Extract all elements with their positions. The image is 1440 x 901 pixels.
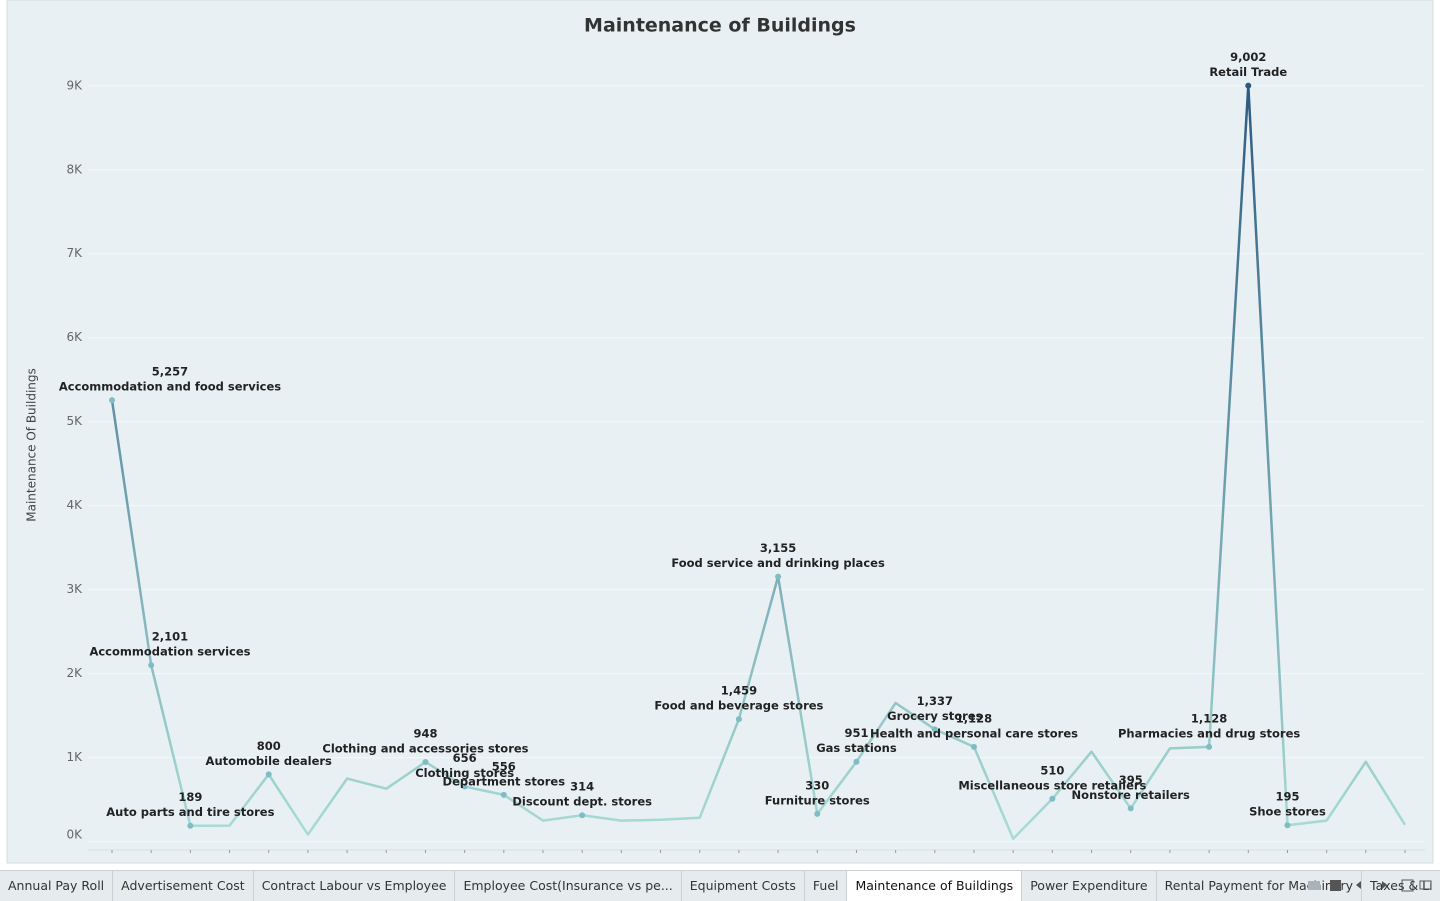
data-point [1245, 82, 1252, 89]
data-point [500, 791, 507, 798]
chart-pane [6, 0, 1434, 864]
category-label: Retail Trade [1209, 65, 1287, 79]
sheet-tab[interactable]: Contract Labour vs Employee [254, 871, 456, 901]
data-point [775, 573, 782, 580]
y-tick-label: 4K [66, 498, 83, 512]
category-label: Pharmacies and drug stores [1118, 726, 1300, 740]
category-label: Accommodation and food services [59, 380, 281, 394]
data-point [1206, 743, 1213, 750]
data-label: 556 [492, 759, 516, 773]
category-label: Clothing stores [415, 766, 514, 780]
tool-icon[interactable] [1419, 880, 1432, 890]
y-axis-title: Maintenance Of Buildings [25, 368, 39, 522]
data-label: 656 [453, 751, 477, 765]
data-label: 2,101 [152, 630, 188, 644]
y-tick-label: 7K [66, 246, 83, 260]
category-label: Grocery stores [887, 709, 983, 723]
data-point [853, 758, 860, 765]
category-label: Nonstore retailers [1072, 788, 1191, 802]
category-label: Food and beverage stores [654, 699, 823, 713]
category-label: Furniture stores [765, 793, 870, 807]
data-point [579, 812, 586, 819]
data-point [1049, 795, 1056, 802]
data-label: 3,155 [760, 541, 796, 555]
tool-icon[interactable] [1330, 880, 1341, 891]
data-label: 5,257 [152, 365, 188, 379]
y-tick-label: 1K [66, 750, 83, 764]
y-tick-label: 6K [66, 330, 83, 344]
sheet-tab[interactable]: Employee Cost(Insurance vs pe... [455, 871, 682, 901]
data-point [735, 716, 742, 723]
chart: Maintenance of Buildings Maintenance Of … [6, 0, 1434, 864]
data-label: 1,128 [1191, 711, 1227, 725]
tool-icon[interactable] [1356, 881, 1361, 889]
tool-icon[interactable] [1308, 881, 1320, 890]
sheet-tab[interactable]: Maintenance of Buildings [847, 871, 1023, 901]
tab-bar: Annual Pay Roll Advertisement Cost Contrac… [0, 870, 1440, 901]
data-point [1284, 822, 1291, 829]
data-label: 948 [413, 726, 437, 740]
category-label: Health and personal care stores [870, 726, 1078, 740]
tab-tools [1308, 879, 1432, 892]
data-label: 314 [570, 780, 594, 794]
y-tick-label: 8K [66, 162, 83, 176]
y-tick-label: 9K [66, 78, 83, 92]
data-point [971, 743, 977, 750]
tool-icon[interactable] [1382, 881, 1387, 889]
data-label: 195 [1275, 790, 1299, 804]
data-label: 9,002 [1230, 50, 1266, 64]
data-label: 800 [257, 739, 281, 753]
data-point [1127, 805, 1134, 812]
data-point [109, 397, 115, 404]
data-label: 395 [1119, 773, 1143, 787]
category-label: Automobile dealers [206, 754, 332, 768]
data-point [931, 726, 938, 733]
data-label: 1,128 [956, 711, 992, 725]
category-label: Food service and drinking places [671, 556, 885, 570]
y-tick-label: 3K [66, 582, 83, 596]
sheet-tab[interactable]: Equipment Costs [682, 871, 805, 901]
data-label: 189 [178, 790, 202, 804]
data-label: 1,459 [721, 684, 757, 698]
sheet-tab[interactable]: Taxes & Li [1362, 871, 1440, 901]
data-label: 330 [805, 778, 829, 792]
data-label: 1,337 [917, 694, 953, 708]
category-label: Gas stations [816, 741, 897, 755]
sheet-tab[interactable]: Advertisement Cost [113, 871, 254, 901]
category-label: Auto parts and tire stores [106, 805, 274, 819]
sheet-tab[interactable]: Power Expenditure [1022, 871, 1157, 901]
chart-title: Maintenance of Buildings [584, 15, 856, 37]
sheet-tab[interactable]: Rental Payment for Machinary [1157, 871, 1363, 901]
y-tick-label: 2K [66, 666, 83, 680]
data-point [422, 758, 429, 765]
data-point [148, 662, 155, 669]
category-label: Miscellaneous store retailers [958, 778, 1146, 792]
data-line [110, 84, 1407, 840]
category-label: Shoe stores [1249, 805, 1326, 819]
category-label: Discount dept. stores [512, 795, 652, 809]
category-label: Clothing and accessories stores [322, 741, 528, 755]
y-tick-label: 5K [66, 414, 83, 428]
data-point [187, 822, 194, 829]
data-point [814, 810, 821, 817]
data-label: 510 [1040, 763, 1064, 777]
y-tick-label: 0K [66, 828, 83, 842]
data-point [265, 771, 272, 778]
data-label: 951 [844, 726, 868, 740]
tool-icon[interactable] [1401, 879, 1414, 892]
sheet-tab[interactable]: Fuel [805, 871, 848, 901]
sheet-tab[interactable]: Annual Pay Roll [0, 871, 114, 901]
category-label: Department stores [443, 774, 566, 788]
category-label: Accommodation services [89, 645, 250, 659]
data-point [461, 783, 468, 790]
